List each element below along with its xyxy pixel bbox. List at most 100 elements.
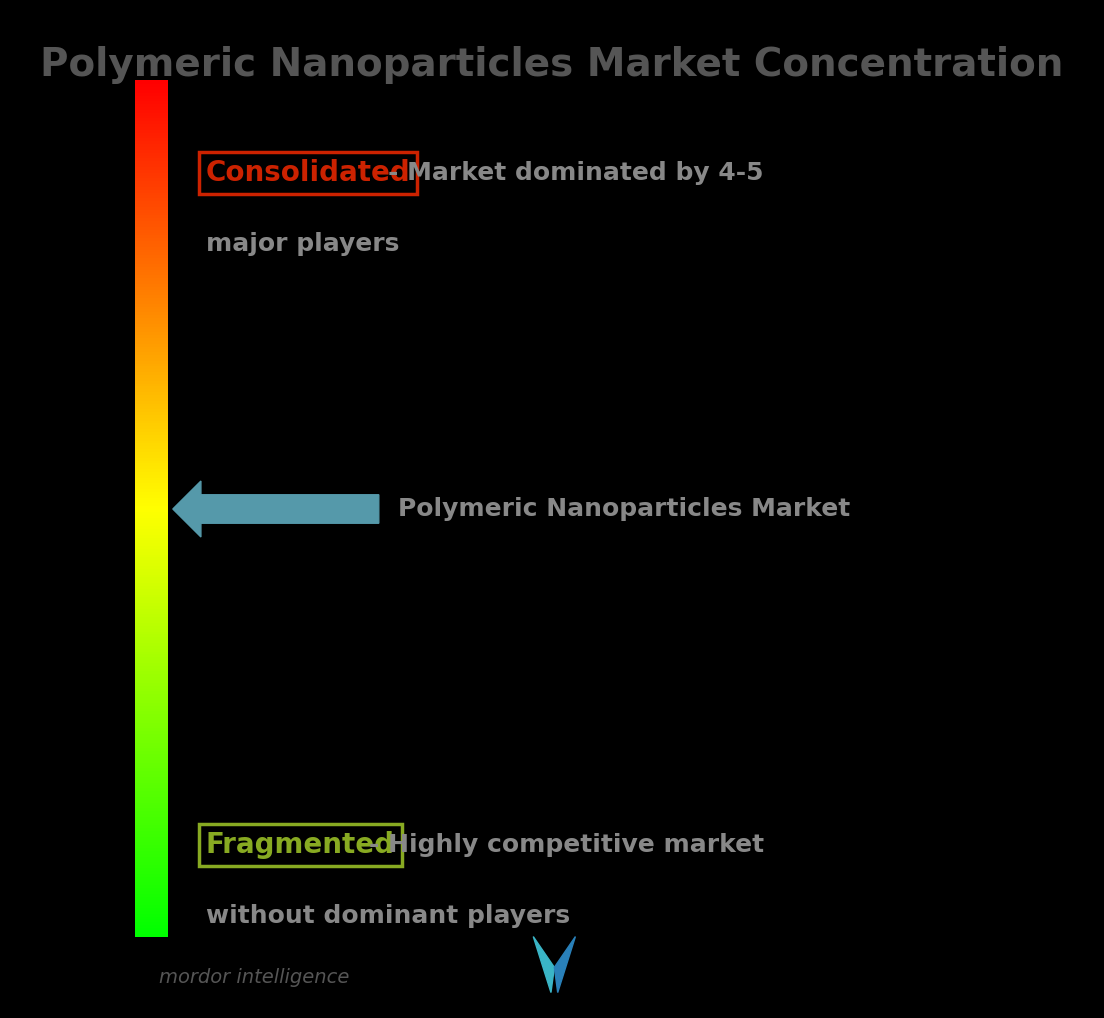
Bar bbox=[136, 611, 168, 615]
Bar bbox=[136, 622, 168, 626]
Bar bbox=[136, 921, 168, 925]
Bar bbox=[136, 362, 168, 366]
Bar bbox=[136, 722, 168, 726]
Polygon shape bbox=[533, 937, 554, 993]
Bar bbox=[136, 380, 168, 384]
Bar bbox=[136, 95, 168, 99]
Bar bbox=[136, 263, 168, 267]
Bar bbox=[136, 573, 168, 577]
FancyArrow shape bbox=[173, 482, 379, 538]
Bar bbox=[136, 269, 168, 273]
Bar bbox=[136, 87, 168, 90]
Bar bbox=[136, 744, 168, 748]
Bar bbox=[136, 875, 168, 880]
Bar bbox=[136, 408, 168, 412]
Bar bbox=[136, 554, 168, 558]
Bar bbox=[136, 326, 168, 330]
Bar bbox=[136, 753, 168, 757]
Bar bbox=[136, 625, 168, 629]
Bar bbox=[136, 329, 168, 332]
Text: Polymeric Nanoparticles Market: Polymeric Nanoparticles Market bbox=[397, 497, 850, 521]
Bar bbox=[136, 815, 168, 819]
Bar bbox=[136, 194, 168, 199]
Bar bbox=[136, 858, 168, 862]
Bar bbox=[136, 374, 168, 378]
Bar bbox=[136, 183, 168, 187]
Bar bbox=[136, 180, 168, 184]
Bar bbox=[136, 457, 168, 460]
Bar bbox=[136, 388, 168, 392]
Bar bbox=[136, 440, 168, 444]
Bar bbox=[136, 704, 168, 709]
Bar bbox=[136, 793, 168, 797]
Bar bbox=[136, 522, 168, 526]
Bar bbox=[136, 600, 168, 603]
Bar bbox=[136, 103, 168, 107]
Bar bbox=[136, 92, 168, 96]
Bar bbox=[136, 443, 168, 446]
Bar bbox=[136, 918, 168, 922]
Text: major players: major players bbox=[205, 232, 399, 257]
Bar bbox=[136, 619, 168, 623]
Bar bbox=[136, 140, 168, 145]
Bar bbox=[136, 106, 168, 110]
Bar bbox=[136, 514, 168, 517]
Bar bbox=[136, 454, 168, 458]
Bar bbox=[136, 302, 168, 306]
Bar bbox=[136, 331, 168, 335]
Bar bbox=[136, 488, 168, 492]
Bar bbox=[136, 491, 168, 495]
Bar bbox=[136, 497, 168, 501]
Bar bbox=[136, 251, 168, 256]
Bar bbox=[136, 155, 168, 159]
Bar bbox=[136, 725, 168, 729]
Bar bbox=[136, 665, 168, 669]
Bar bbox=[136, 899, 168, 902]
Bar bbox=[136, 585, 168, 588]
Bar bbox=[136, 543, 168, 546]
Polygon shape bbox=[554, 937, 575, 993]
Bar bbox=[136, 131, 168, 135]
Text: Polymeric Nanoparticles Market Concentration: Polymeric Nanoparticles Market Concentra… bbox=[41, 46, 1063, 83]
Bar bbox=[136, 850, 168, 854]
Bar bbox=[136, 810, 168, 814]
Bar bbox=[136, 286, 168, 289]
Bar bbox=[136, 422, 168, 427]
Bar bbox=[136, 590, 168, 595]
Bar bbox=[136, 828, 168, 831]
Bar bbox=[136, 400, 168, 403]
Bar bbox=[136, 896, 168, 900]
Bar bbox=[136, 369, 168, 373]
Bar bbox=[136, 123, 168, 127]
Bar bbox=[136, 616, 168, 620]
Bar bbox=[136, 248, 168, 252]
Bar bbox=[136, 434, 168, 438]
Bar bbox=[136, 699, 168, 702]
Bar bbox=[136, 679, 168, 683]
Bar bbox=[136, 739, 168, 743]
Bar bbox=[136, 804, 168, 808]
Bar bbox=[136, 644, 168, 648]
Bar bbox=[136, 913, 168, 916]
Bar bbox=[136, 633, 168, 637]
Bar bbox=[136, 158, 168, 161]
Bar bbox=[136, 429, 168, 432]
Bar bbox=[136, 536, 168, 541]
Bar bbox=[136, 630, 168, 634]
Bar bbox=[136, 701, 168, 705]
Bar bbox=[136, 152, 168, 156]
Bar bbox=[136, 893, 168, 897]
Bar bbox=[136, 280, 168, 284]
Bar bbox=[136, 305, 168, 309]
Bar bbox=[136, 320, 168, 324]
Bar bbox=[136, 258, 168, 261]
Bar bbox=[136, 260, 168, 264]
Bar bbox=[136, 479, 168, 484]
Bar bbox=[136, 787, 168, 791]
Bar bbox=[136, 904, 168, 908]
Bar bbox=[136, 115, 168, 118]
Bar bbox=[136, 747, 168, 751]
Bar bbox=[136, 608, 168, 612]
Bar bbox=[136, 605, 168, 609]
Bar bbox=[136, 639, 168, 643]
